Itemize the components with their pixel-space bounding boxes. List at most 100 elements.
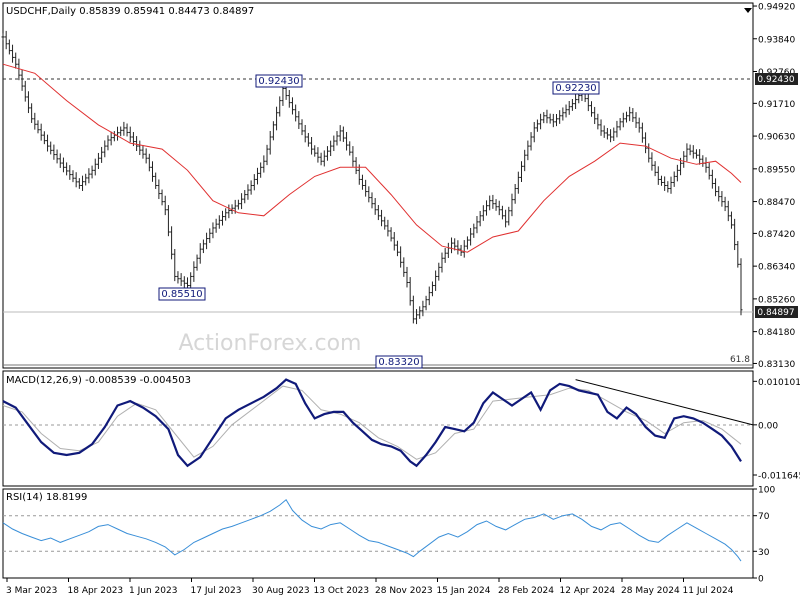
price-bar bbox=[100, 146, 104, 163]
price-bar bbox=[262, 155, 266, 173]
rsi-panel-frame bbox=[2, 488, 754, 579]
price-bar bbox=[163, 195, 167, 216]
price-bar bbox=[357, 164, 361, 185]
price-bar bbox=[205, 232, 209, 250]
price-bar bbox=[58, 153, 62, 168]
price-bar bbox=[688, 144, 692, 156]
price-bar bbox=[707, 162, 711, 180]
price-bar bbox=[609, 129, 613, 143]
price-bar bbox=[52, 144, 56, 160]
price-bar bbox=[354, 157, 358, 175]
price-bar bbox=[380, 209, 384, 227]
price-bar bbox=[341, 126, 345, 142]
x-tick-label: 18 Apr 2023 bbox=[68, 586, 124, 596]
price-bar bbox=[383, 216, 387, 230]
price-bar bbox=[30, 103, 34, 123]
price-bar bbox=[303, 124, 307, 143]
price-bar bbox=[653, 161, 657, 177]
price-bar bbox=[310, 136, 314, 155]
price-bar bbox=[605, 127, 609, 140]
price-bar bbox=[545, 109, 549, 124]
price-bar bbox=[685, 143, 689, 162]
price-bar bbox=[529, 132, 533, 151]
price-bar bbox=[90, 165, 94, 179]
rsi-tick-label: 0 bbox=[758, 575, 764, 585]
price-bar bbox=[704, 157, 708, 173]
price-bar bbox=[411, 295, 415, 324]
rsi-tick-label: 70 bbox=[758, 512, 770, 522]
price-bar bbox=[612, 127, 616, 141]
rsi-panel: 100 70 30 0 RSI(14) 18.8199 bbox=[2, 486, 775, 585]
price-bar bbox=[255, 167, 259, 185]
price-bar bbox=[644, 132, 648, 154]
rsi-panel-title: RSI(14) 18.8199 bbox=[6, 492, 87, 503]
price-bar bbox=[227, 204, 231, 219]
price-bar bbox=[360, 174, 364, 190]
price-bar bbox=[122, 121, 126, 136]
price-bar bbox=[68, 165, 72, 180]
price-bar bbox=[240, 193, 244, 210]
price-bar bbox=[81, 175, 85, 191]
price-bar bbox=[192, 261, 196, 282]
price-bar bbox=[214, 218, 218, 233]
price-bar bbox=[265, 144, 269, 166]
price-bar bbox=[624, 111, 628, 123]
price-bar bbox=[154, 172, 158, 189]
price-bar bbox=[736, 240, 740, 268]
price-bar bbox=[166, 205, 170, 237]
price-bar bbox=[418, 306, 422, 319]
price-bar bbox=[224, 208, 228, 221]
price-bar bbox=[313, 145, 317, 157]
price-bar bbox=[195, 254, 199, 271]
current-price-badge: 0.84897 bbox=[755, 306, 798, 318]
price-bar bbox=[170, 226, 174, 260]
x-tick-label: 13 Oct 2023 bbox=[314, 586, 370, 596]
price-bar bbox=[443, 248, 447, 263]
price-tick-label: 0.85260 bbox=[758, 295, 795, 305]
price-bar bbox=[520, 161, 524, 182]
price-bar bbox=[539, 113, 543, 130]
price-bar bbox=[42, 131, 46, 145]
price-bar bbox=[478, 210, 482, 227]
price-bar bbox=[36, 120, 40, 134]
price-tick-label: 0.91710 bbox=[758, 100, 795, 110]
x-tick-label: 11 Jul 2024 bbox=[683, 586, 734, 596]
collapse-arrow-icon[interactable] bbox=[744, 8, 752, 13]
price-bar bbox=[249, 180, 253, 195]
price-tick-label: 0.90630 bbox=[758, 133, 795, 143]
price-bar bbox=[733, 218, 737, 251]
price-bar bbox=[593, 106, 597, 125]
price-bar bbox=[329, 140, 333, 157]
price-bar bbox=[399, 246, 403, 268]
macd-panel-title: MACD(12,26,9) -0.008539 -0.004503 bbox=[6, 375, 191, 386]
watermark: ActionForex.com bbox=[179, 331, 362, 356]
price-bar bbox=[510, 193, 514, 217]
x-tick-label: 17 Jul 2023 bbox=[191, 586, 242, 596]
price-bar bbox=[558, 110, 562, 124]
price-bar bbox=[125, 123, 129, 137]
price-bar bbox=[74, 172, 78, 188]
price-bar bbox=[325, 146, 329, 161]
price-bar bbox=[437, 262, 441, 281]
price-bar bbox=[395, 240, 399, 257]
price-bar bbox=[535, 119, 539, 132]
price-bar bbox=[61, 157, 65, 173]
price-bar bbox=[618, 118, 622, 131]
price-bar bbox=[640, 122, 644, 143]
price-bar bbox=[589, 101, 593, 117]
price-tick-label: 0.83130 bbox=[758, 360, 795, 370]
price-bar bbox=[290, 97, 294, 115]
price-bar bbox=[551, 113, 555, 128]
price-bar bbox=[20, 69, 24, 91]
price-bar bbox=[151, 161, 155, 182]
price-bar bbox=[513, 183, 517, 204]
price-bar bbox=[631, 108, 635, 123]
price-bar bbox=[453, 238, 457, 251]
price-panel: 0.949200.938400.927600.917100.906300.895… bbox=[1, 3, 798, 370]
annotation-high-apr: 0.92230 bbox=[552, 81, 600, 95]
price-bar bbox=[389, 227, 393, 242]
price-bar bbox=[698, 149, 702, 165]
fib-level-label: 61.8 bbox=[730, 355, 750, 365]
price-bar bbox=[586, 92, 590, 112]
price-bars bbox=[1, 30, 743, 325]
